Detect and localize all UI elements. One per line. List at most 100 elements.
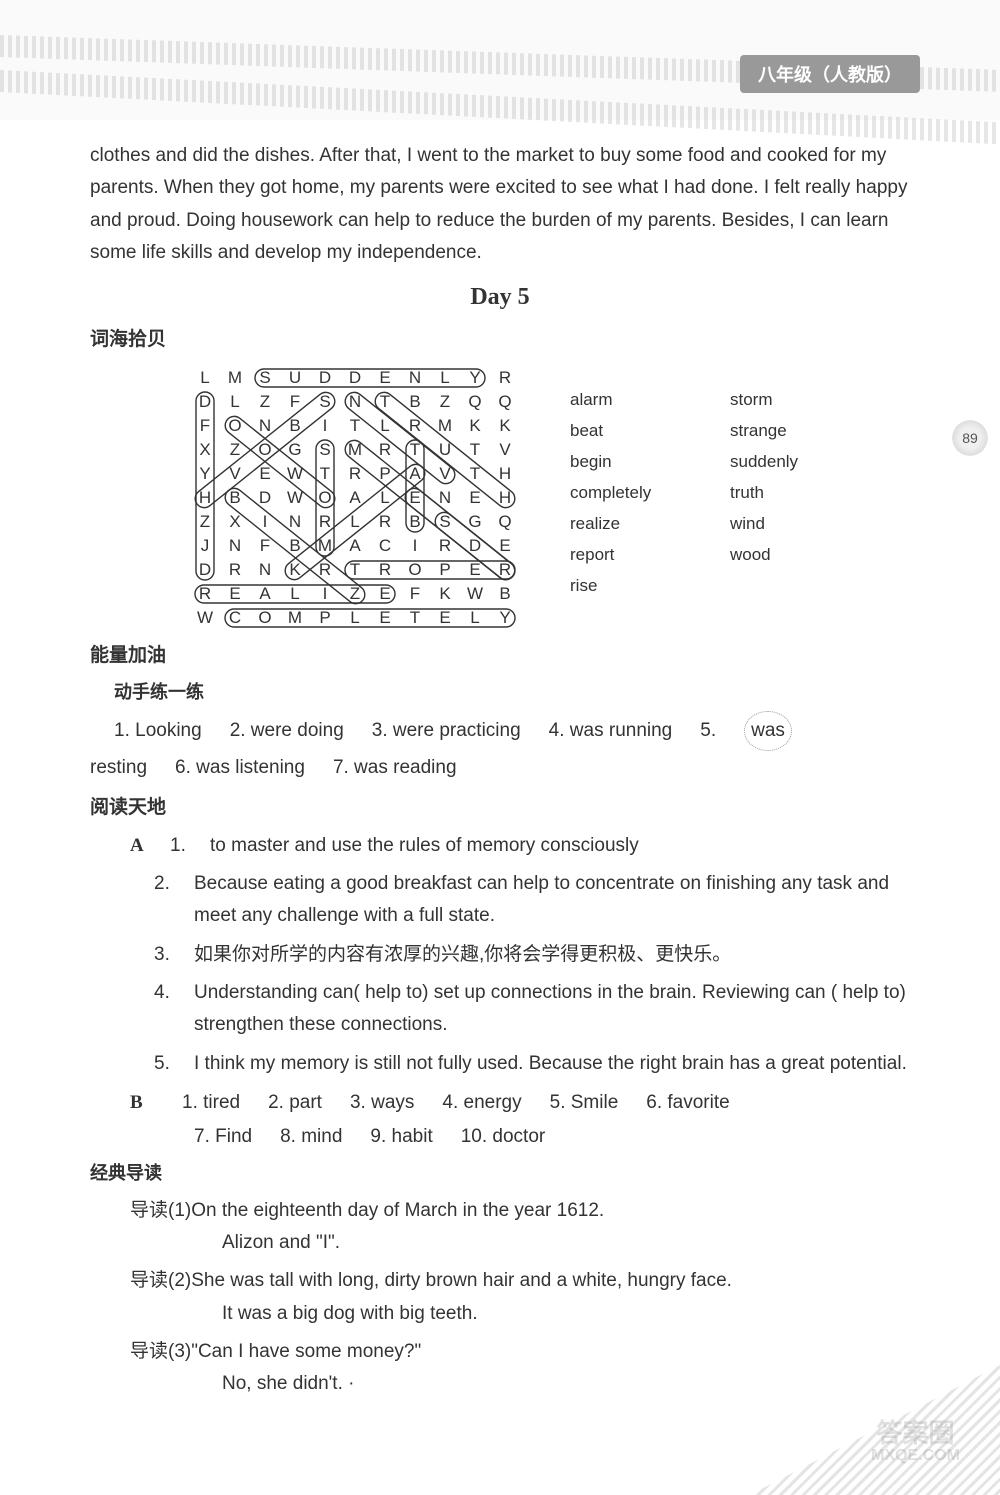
- answer-item: 2. part: [268, 1086, 322, 1120]
- reading-b-row1: B1. tired2. part3. ways4. energy5. Smile…: [130, 1086, 910, 1120]
- ws-cell: B: [400, 390, 430, 414]
- ws-cell: I: [250, 510, 280, 534]
- ws-word: alarm: [570, 386, 700, 415]
- ws-cell: U: [280, 366, 310, 390]
- ws-cell: T: [460, 462, 490, 486]
- word-search-grid: LMSUDDENLYRDLZFSNTBZQQFONBITLRMKKXZOGSMR…: [190, 366, 520, 630]
- ws-word: beat: [570, 417, 700, 446]
- ws-cell: B: [280, 414, 310, 438]
- answer-item: 9. habit: [370, 1120, 432, 1154]
- reading-a-item: 4.Understanding can( help to) set up con…: [130, 977, 910, 1042]
- ws-cell: T: [460, 438, 490, 462]
- ws-cell: I: [400, 534, 430, 558]
- ws-cell: O: [250, 438, 280, 462]
- ws-cell: R: [220, 558, 250, 582]
- ws-cell: E: [400, 486, 430, 510]
- ws-word: begin: [570, 448, 700, 477]
- ws-word: completely: [570, 479, 700, 508]
- ws-cell: B: [400, 510, 430, 534]
- page-number-badge: 89: [952, 420, 988, 456]
- ws-cell: M: [220, 366, 250, 390]
- ws-cell: B: [220, 486, 250, 510]
- ws-cell: L: [220, 390, 250, 414]
- ws-cell: L: [430, 366, 460, 390]
- answer-item: 3. were practicing: [372, 714, 521, 748]
- ws-cell: W: [190, 606, 220, 630]
- answer-item: 1. Looking: [114, 714, 202, 748]
- ws-word: strange: [730, 417, 860, 446]
- word-search-wordlist: alarmstormbeatstrangebeginsuddenlycomple…: [570, 386, 860, 600]
- answer-item: was: [744, 711, 792, 751]
- answers-row-2: resting6. was listening7. was reading: [90, 751, 910, 785]
- ws-cell: R: [400, 414, 430, 438]
- answer-item: 4. was running: [549, 714, 673, 748]
- ws-cell: T: [400, 606, 430, 630]
- answer-item: 7. was reading: [333, 751, 457, 785]
- ws-cell: L: [340, 606, 370, 630]
- top-paragraph: clothes and did the dishes. After that, …: [90, 140, 910, 269]
- ws-cell: M: [310, 534, 340, 558]
- ws-word: storm: [730, 386, 860, 415]
- ws-cell: K: [430, 582, 460, 606]
- ws-word: wood: [730, 541, 860, 570]
- reading-a-item: 2.Because eating a good breakfast can he…: [130, 868, 910, 933]
- reading-a-item: 3.如果你对所学的内容有浓厚的兴趣,你将会学得更积极、更快乐。: [130, 939, 910, 971]
- ws-cell: K: [460, 414, 490, 438]
- ws-cell: B: [280, 534, 310, 558]
- ws-cell: D: [310, 366, 340, 390]
- section-cihai: 词海拾贝: [90, 324, 910, 356]
- ws-cell: M: [340, 438, 370, 462]
- subsection-dongshou: 动手练一练: [114, 677, 910, 708]
- ws-cell: E: [370, 606, 400, 630]
- ws-cell: R: [490, 366, 520, 390]
- answer-item: 5. Smile: [550, 1086, 619, 1120]
- ws-cell: Q: [490, 510, 520, 534]
- ws-cell: R: [340, 462, 370, 486]
- word-search-block: LMSUDDENLYRDLZFSNTBZQQFONBITLRMKKXZOGSMR…: [190, 366, 910, 630]
- ws-cell: E: [490, 534, 520, 558]
- daodu-subline: No, she didn't. ·: [222, 1368, 910, 1400]
- ws-word: truth: [730, 479, 860, 508]
- answer-item: resting: [90, 751, 147, 785]
- ws-cell: V: [220, 462, 250, 486]
- content-area: clothes and did the dishes. After that, …: [0, 120, 1000, 1401]
- ws-cell: A: [340, 486, 370, 510]
- answer-item: 10. doctor: [461, 1120, 546, 1154]
- ws-cell: J: [190, 534, 220, 558]
- ws-cell: O: [220, 414, 250, 438]
- ws-cell: E: [460, 558, 490, 582]
- section-nengliang: 能量加油: [90, 640, 910, 672]
- ws-cell: O: [310, 486, 340, 510]
- watermark-bottom: MXQE.COM: [871, 1447, 960, 1465]
- ws-cell: D: [250, 486, 280, 510]
- ws-cell: N: [250, 558, 280, 582]
- ws-cell: E: [460, 486, 490, 510]
- reading-a-item: 5.I think my memory is still not fully u…: [130, 1048, 910, 1080]
- ws-word: [730, 572, 860, 601]
- day-title: Day 5: [90, 277, 910, 318]
- daodu-subline: It was a big dog with big teeth.: [222, 1298, 910, 1330]
- ws-cell: R: [310, 558, 340, 582]
- ws-cell: X: [220, 510, 250, 534]
- ws-cell: Y: [190, 462, 220, 486]
- ws-cell: F: [280, 390, 310, 414]
- ws-cell: O: [400, 558, 430, 582]
- ws-cell: S: [430, 510, 460, 534]
- ws-cell: P: [370, 462, 400, 486]
- ws-cell: Z: [430, 390, 460, 414]
- ws-cell: W: [280, 486, 310, 510]
- ws-cell: B: [490, 582, 520, 606]
- ws-cell: I: [310, 582, 340, 606]
- ws-cell: Y: [460, 366, 490, 390]
- answer-item: 4. energy: [442, 1086, 521, 1120]
- ws-cell: G: [280, 438, 310, 462]
- ws-cell: R: [430, 534, 460, 558]
- ws-cell: W: [460, 582, 490, 606]
- ws-cell: N: [340, 390, 370, 414]
- ws-cell: V: [430, 462, 460, 486]
- ws-cell: P: [310, 606, 340, 630]
- reading-a-item: A1.to master and use the rules of memory…: [130, 830, 910, 862]
- daodu-line: 导读(2)She was tall with long, dirty brown…: [130, 1265, 910, 1297]
- ws-cell: Z: [190, 510, 220, 534]
- ws-cell: A: [250, 582, 280, 606]
